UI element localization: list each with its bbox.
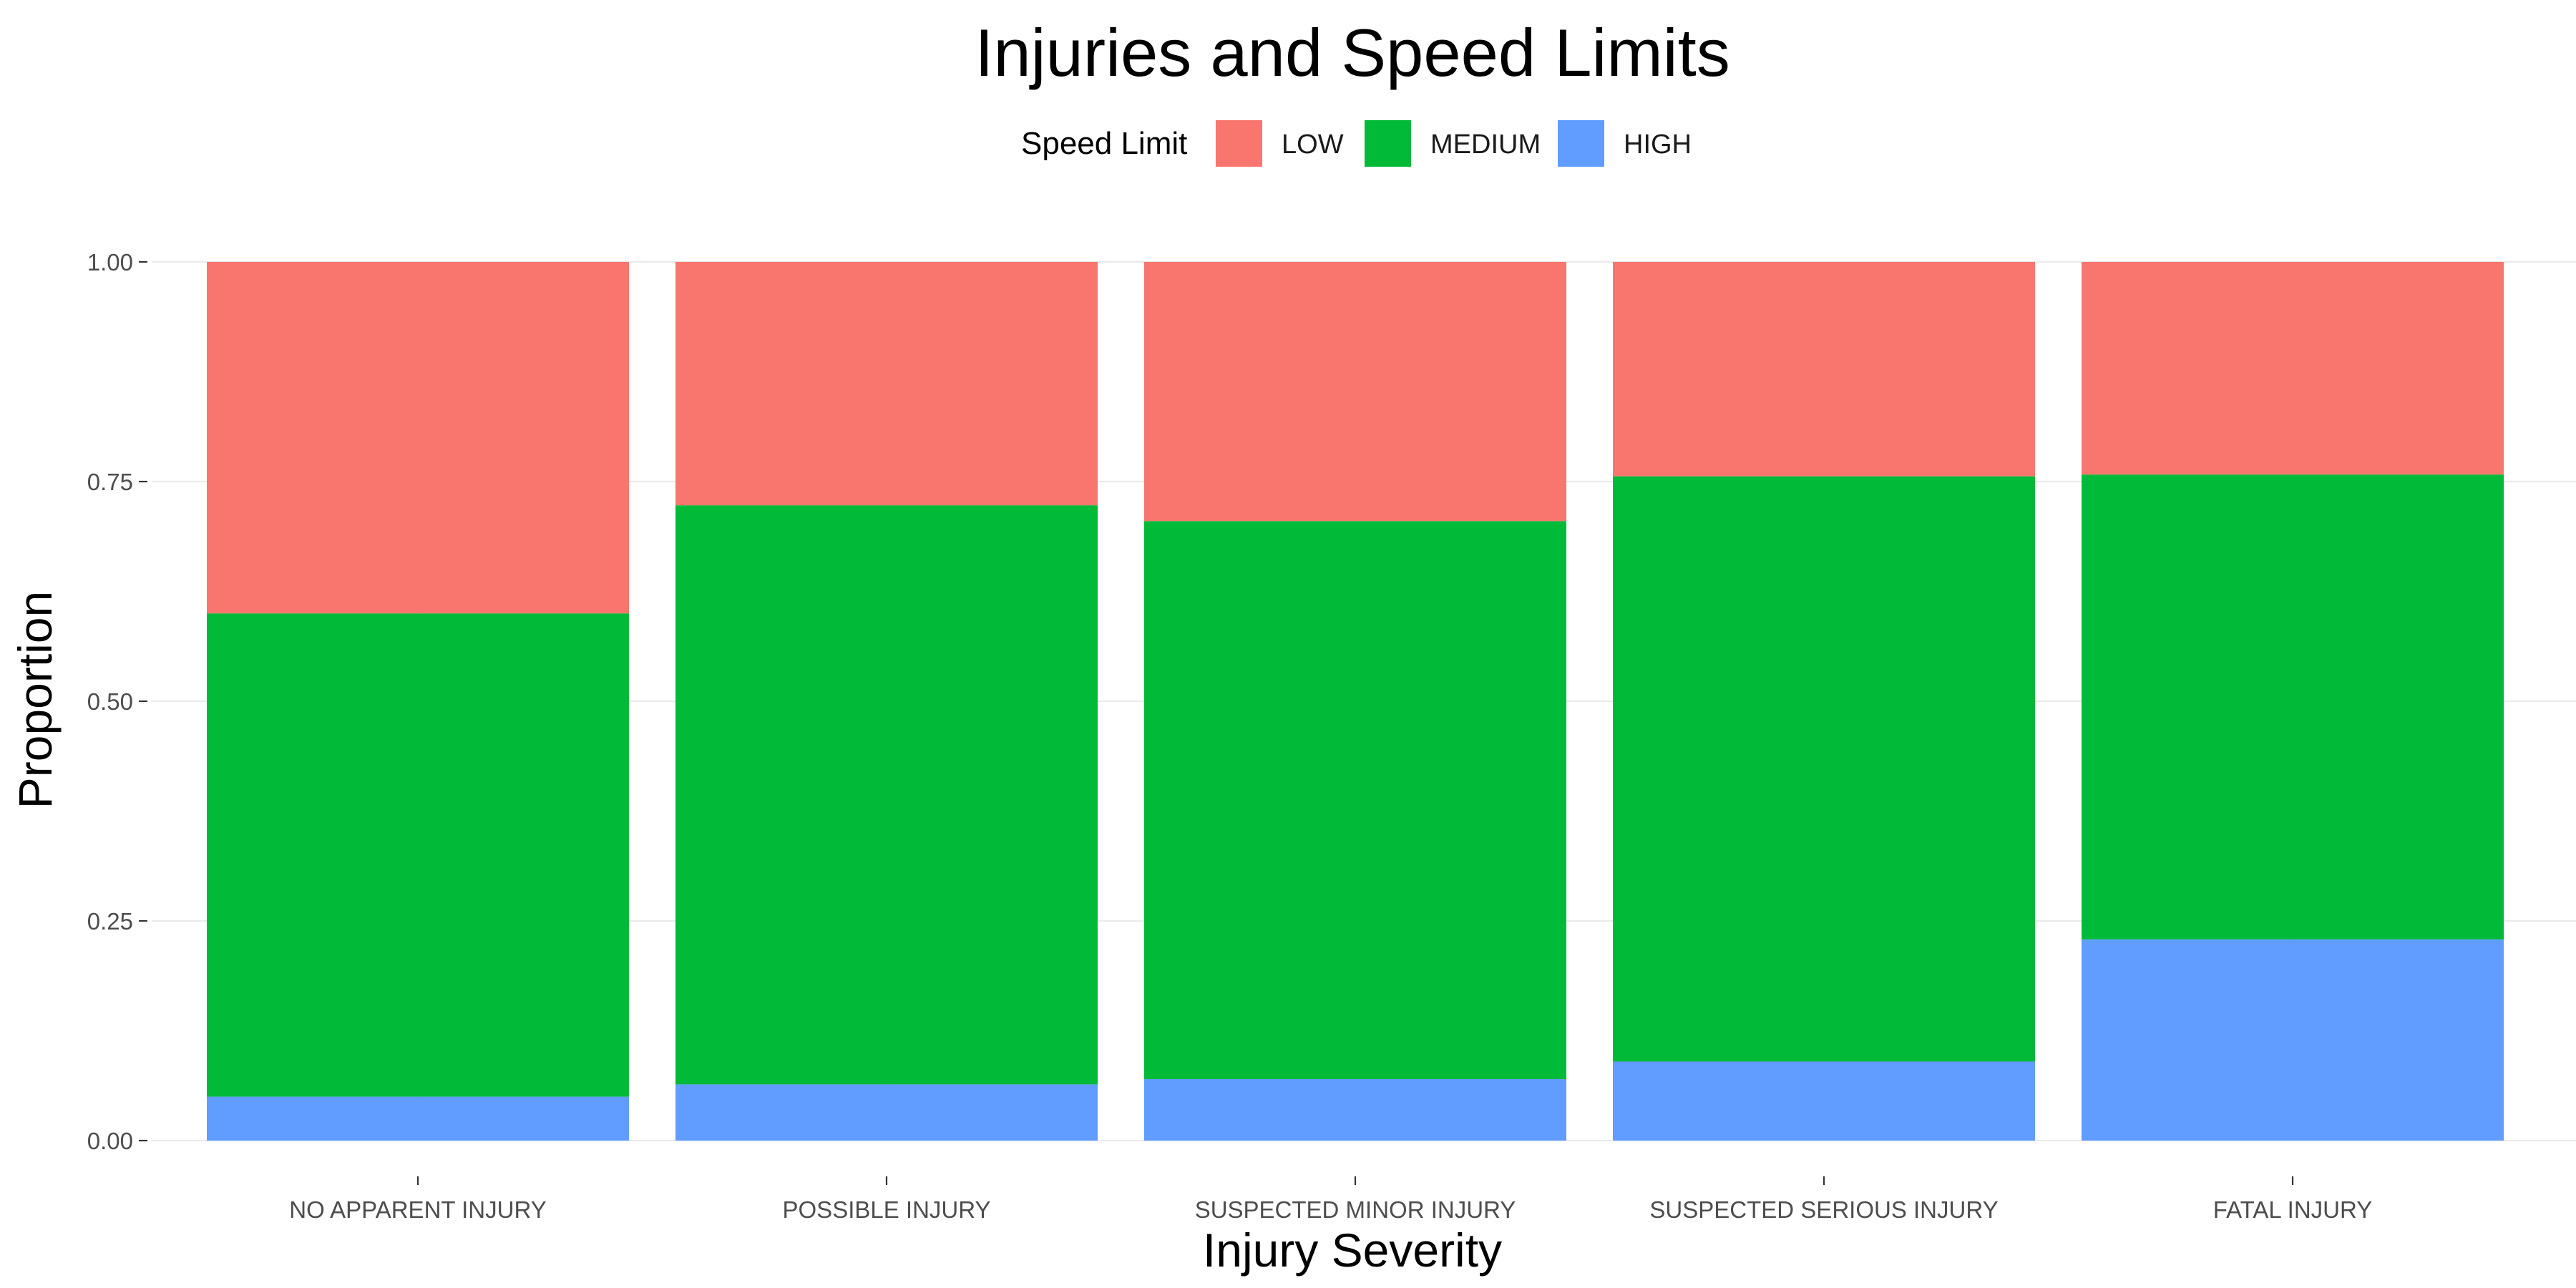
y-tick-label: 0.25 (87, 908, 133, 935)
bar-low-1 (675, 262, 1098, 506)
legend-key-low (1216, 120, 1262, 167)
chart-title: Injuries and Speed Limits (975, 15, 1729, 90)
x-axis: NO APPARENT INJURY POSSIBLE INJURY SUSPECT… (289, 1176, 2372, 1223)
x-tick-label: POSSIBLE INJURY (783, 1196, 991, 1223)
legend-label-medium: MEDIUM (1430, 130, 1541, 160)
bar-low-3 (1613, 262, 2035, 477)
x-tick-label: SUSPECTED SERIOUS INJURY (1649, 1196, 1998, 1223)
y-tick-label: 1.00 (87, 249, 133, 275)
legend-label-low: LOW (1282, 130, 1344, 160)
legend-key-medium (1365, 120, 1411, 167)
y-tick-label: 0.00 (87, 1128, 133, 1154)
x-tick-label: SUSPECTED MINOR INJURY (1195, 1196, 1516, 1223)
legend-key-high (1558, 120, 1604, 167)
bar-high-1 (675, 1084, 1098, 1141)
bar-high-4 (2082, 939, 2504, 1141)
bar-medium-1 (675, 505, 1098, 1085)
x-axis-title: Injury Severity (1203, 1224, 1502, 1277)
bar-medium-4 (2082, 474, 2504, 940)
bar-low-2 (1144, 262, 1566, 522)
x-tick-label: NO APPARENT INJURY (289, 1196, 546, 1223)
legend: Speed Limit LOW MEDIUM HIGH (1021, 120, 1692, 167)
bar-medium-0 (207, 613, 629, 1097)
y-tick-label: 0.50 (87, 688, 133, 715)
bar-low-4 (2082, 262, 2504, 475)
y-tick-label: 0.75 (87, 469, 133, 495)
x-tick-label: FATAL INJURY (2213, 1196, 2373, 1223)
bar-low-0 (207, 262, 629, 614)
bar-high-0 (207, 1096, 629, 1141)
bar-medium-3 (1613, 476, 2035, 1062)
y-axis-title: Proportion (9, 591, 62, 809)
legend-label-high: HIGH (1624, 130, 1692, 160)
bars-layer (207, 262, 2504, 1141)
legend-title: Speed Limit (1021, 126, 1187, 161)
bar-medium-2 (1144, 521, 1566, 1080)
y-axis: 0.00 0.25 0.50 0.75 1.00 (87, 249, 147, 1154)
bar-high-2 (1144, 1079, 1566, 1141)
bar-high-3 (1613, 1061, 2035, 1141)
